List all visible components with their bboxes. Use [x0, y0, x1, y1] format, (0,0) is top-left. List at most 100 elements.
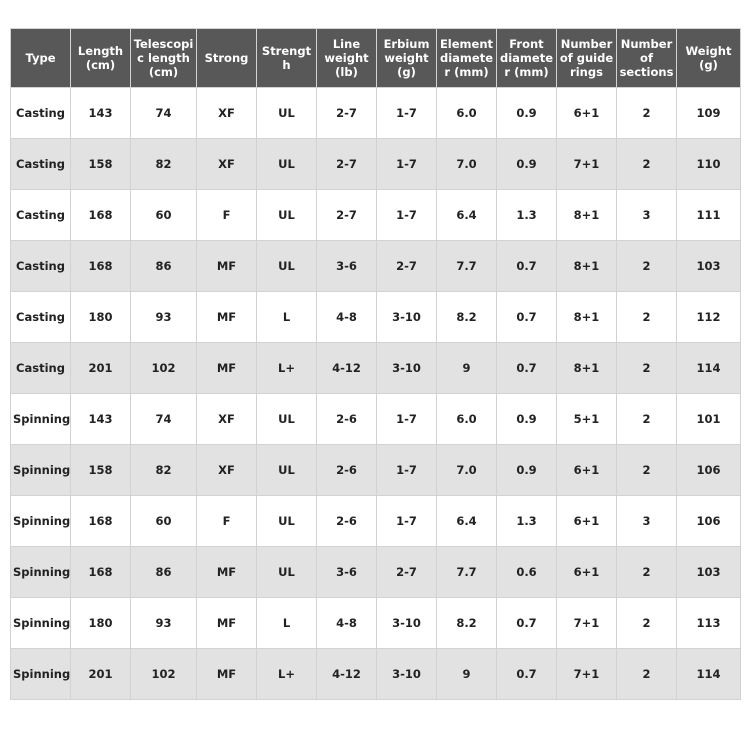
table-cell: 2-7 [316, 138, 377, 190]
table-cell: 1-7 [376, 138, 437, 190]
table-row: Spinning 180 93 MF L 4-8 3-10 8.2 0.7 7+1 2 113 [10, 597, 741, 649]
header-row: Type Length (cm) Telescopic length (cm) Str… [10, 28, 741, 88]
table-cell: 102 [130, 648, 197, 700]
table-cell: 8+1 [556, 291, 617, 343]
header-cell: Line weight (lb) [316, 28, 377, 88]
table-cell: Spinning [10, 393, 71, 445]
table-cell: L [256, 291, 317, 343]
table-cell: 2-7 [376, 546, 437, 598]
table-cell: Casting [10, 240, 71, 292]
table-cell: 2 [616, 444, 677, 496]
table-cell: 6+1 [556, 495, 617, 547]
header-cell: Number of sections [616, 28, 677, 88]
table-cell: 3-10 [376, 291, 437, 343]
table-cell: 2 [616, 546, 677, 598]
table-cell: 1-7 [376, 444, 437, 496]
table-cell: 168 [70, 189, 131, 241]
table-cell: 168 [70, 546, 131, 598]
header-cell: Strong [196, 28, 257, 88]
table-cell: 103 [676, 240, 741, 292]
table-cell: Spinning [10, 546, 71, 598]
header-cell: Weight (g) [676, 28, 741, 88]
table-cell: 101 [676, 393, 741, 445]
table-cell: 6.4 [436, 495, 497, 547]
table-cell: 1-7 [376, 393, 437, 445]
header-cell: Erbium weight (g) [376, 28, 437, 88]
table-cell: 102 [130, 342, 197, 394]
table-cell: 82 [130, 444, 197, 496]
table-cell: 109 [676, 87, 741, 139]
table-cell: Casting [10, 189, 71, 241]
table-cell: 2-7 [316, 87, 377, 139]
table-cell: 93 [130, 291, 197, 343]
table-cell: 7.7 [436, 546, 497, 598]
table-cell: 5+1 [556, 393, 617, 445]
table-cell: 93 [130, 597, 197, 649]
table-cell: 143 [70, 87, 131, 139]
table-cell: 3-6 [316, 240, 377, 292]
table-cell: 1-7 [376, 495, 437, 547]
table-cell: 2-6 [316, 393, 377, 445]
table-cell: Spinning [10, 444, 71, 496]
table-cell: 7.0 [436, 138, 497, 190]
table-cell: UL [256, 87, 317, 139]
table-cell: 0.7 [496, 291, 557, 343]
table-cell: UL [256, 189, 317, 241]
table-cell: XF [196, 87, 257, 139]
table-cell: 0.9 [496, 138, 557, 190]
table-cell: 114 [676, 648, 741, 700]
table-cell: 9 [436, 342, 497, 394]
table-cell: 4-12 [316, 648, 377, 700]
table-cell: UL [256, 240, 317, 292]
table-cell: F [196, 495, 257, 547]
table-cell: MF [196, 648, 257, 700]
table-cell: 112 [676, 291, 741, 343]
header-cell: Number of guide rings [556, 28, 617, 88]
table-cell: 9 [436, 648, 497, 700]
table-cell: MF [196, 546, 257, 598]
table-cell: MF [196, 597, 257, 649]
table-row: Casting 168 60 F UL 2-7 1-7 6.4 1.3 8+1 3 111 [10, 189, 741, 241]
table-cell: 1-7 [376, 189, 437, 241]
table-cell: 3 [616, 495, 677, 547]
table-cell: 2 [616, 393, 677, 445]
table-cell: 6.0 [436, 393, 497, 445]
table-cell: 7.0 [436, 444, 497, 496]
table-cell: UL [256, 138, 317, 190]
table-cell: 8+1 [556, 189, 617, 241]
table-cell: L [256, 597, 317, 649]
table-cell: 74 [130, 87, 197, 139]
table-cell: 1.3 [496, 495, 557, 547]
table-cell: XF [196, 444, 257, 496]
table-cell: UL [256, 495, 317, 547]
table-cell: 168 [70, 495, 131, 547]
table-cell: 113 [676, 597, 741, 649]
table-cell: L+ [256, 342, 317, 394]
table-cell: 143 [70, 393, 131, 445]
header-cell: Front diameter (mm) [496, 28, 557, 88]
table-cell: MF [196, 342, 257, 394]
table-cell: MF [196, 240, 257, 292]
table-cell: 0.9 [496, 444, 557, 496]
table-cell: 6+1 [556, 546, 617, 598]
table-row: Spinning 143 74 XF UL 2-6 1-7 6.0 0.9 5+1 2 101 [10, 393, 741, 445]
table-cell: MF [196, 291, 257, 343]
table-cell: 3-10 [376, 648, 437, 700]
table-body: Casting 143 74 XF UL 2-7 1-7 6.0 0.9 6+1 2 109 Casti… [10, 87, 741, 700]
table-cell: 86 [130, 546, 197, 598]
table-cell: 8.2 [436, 291, 497, 343]
table-cell: 2 [616, 291, 677, 343]
table-cell: 1-7 [376, 87, 437, 139]
table-row: Casting 168 86 MF UL 3-6 2-7 7.7 0.7 8+1 2 103 [10, 240, 741, 292]
table-cell: 3 [616, 189, 677, 241]
table-cell: 2 [616, 87, 677, 139]
table-cell: 7+1 [556, 597, 617, 649]
table-cell: 86 [130, 240, 197, 292]
table-cell: 8+1 [556, 342, 617, 394]
table-cell: UL [256, 444, 317, 496]
table-row: Casting 201 102 MF L+ 4-12 3-10 9 0.7 8+1 2 114 [10, 342, 741, 394]
table-row: Spinning 158 82 XF UL 2-6 1-7 7.0 0.9 6+1 2 106 [10, 444, 741, 496]
table-cell: 0.7 [496, 597, 557, 649]
table-cell: UL [256, 393, 317, 445]
